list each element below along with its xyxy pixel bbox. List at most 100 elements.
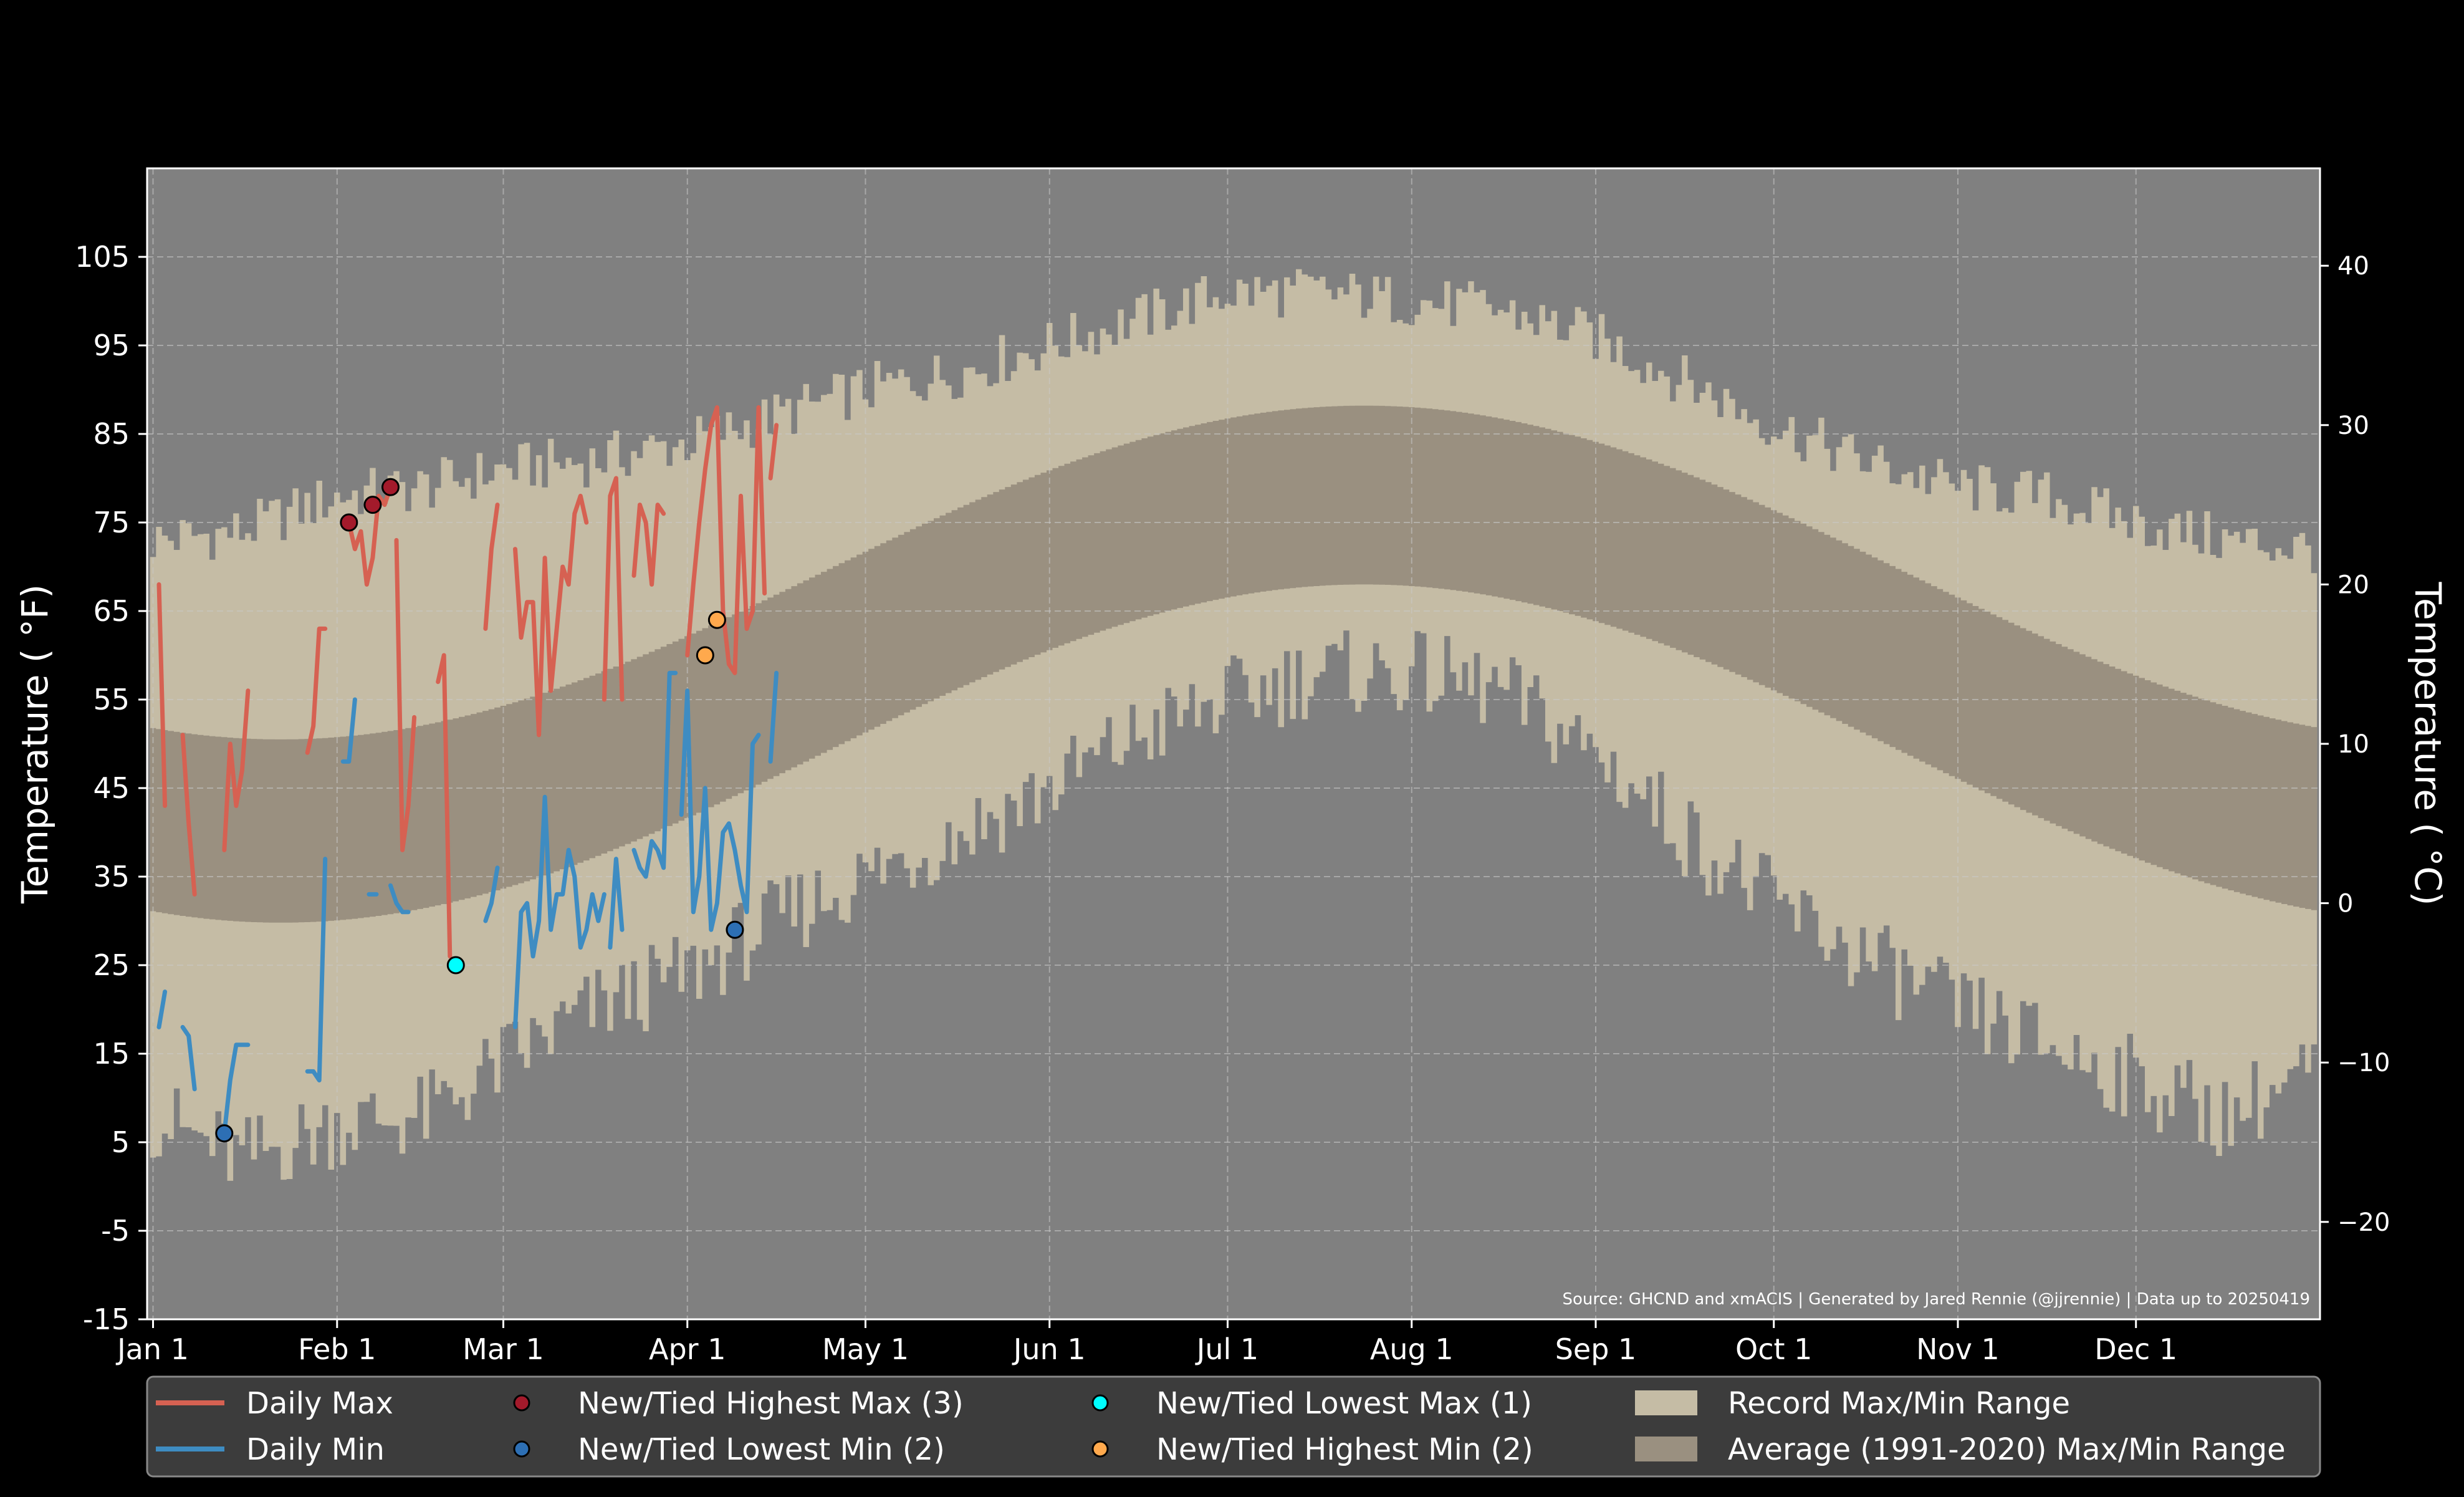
legend-swatch-dot: [513, 1394, 530, 1412]
legend-label: New/Tied Highest Min (2): [1156, 1432, 1533, 1467]
daily-max-line: [347, 484, 393, 587]
lowest-max-marker: [446, 956, 465, 975]
x-tick-label: Sep 1: [1555, 1332, 1637, 1366]
y-tick-label: 55: [93, 683, 130, 716]
y-tick-label: 95: [93, 329, 130, 362]
legend-label: Record Max/Min Range: [1728, 1386, 2070, 1421]
y-tick-label: 35: [93, 860, 130, 893]
daily-max-line: [436, 653, 453, 959]
x-tick-label: Jan 1: [115, 1332, 189, 1366]
daily-min-line: [513, 794, 606, 1029]
y-axis-label-right: Temperature ( °C): [2407, 581, 2449, 905]
legend-swatch-dot: [1091, 1394, 1109, 1412]
legend-label: New/Tied Lowest Min (2): [578, 1432, 945, 1467]
daily-min-line: [388, 883, 411, 915]
x-tick-label: Feb 1: [298, 1332, 376, 1366]
highest-max-marker: [340, 513, 358, 532]
daily-min-line: [340, 697, 357, 764]
highest-max-marker: [363, 496, 382, 514]
daily-max-line: [513, 493, 589, 738]
x-tick-label: May 1: [822, 1332, 909, 1366]
legend-item: Daily Max: [156, 1386, 393, 1421]
x-tick-label: Apr 1: [649, 1332, 726, 1366]
x-tick-label: Nov 1: [1916, 1332, 2000, 1366]
y-axis-left: -15 -5 5 15 25 35 45 55 65 75 85 95 105: [75, 240, 147, 1336]
daily-min-line: [679, 688, 761, 932]
legend-item: Average (1991-2020) Max/Min Range: [1635, 1432, 2286, 1467]
grid-lines: [147, 168, 2320, 1319]
y-right-tick-label: 20: [2337, 570, 2369, 599]
lowest-min-marker: [726, 920, 744, 939]
legend-label: New/Tied Lowest Max (1): [1156, 1386, 1532, 1421]
legend-swatch-dot: [1091, 1440, 1109, 1458]
daily-min-line: [608, 857, 625, 950]
y-tick-label: 75: [93, 506, 130, 539]
legend-item: Record Max/Min Range: [1635, 1386, 2070, 1421]
y-right-tick-label: 0: [2337, 890, 2353, 918]
y-axis-right: −20 −10 0 10 20 30 40: [2320, 252, 2390, 1237]
daily-min-line: [180, 1024, 197, 1092]
y-tick-label: 85: [93, 417, 130, 451]
legend-item: New/Tied Lowest Max (1): [1091, 1386, 1532, 1421]
daily-min-line: [156, 989, 168, 1029]
legend-swatch-box: [1635, 1437, 1697, 1461]
x-tick-label: Jun 1: [1012, 1332, 1086, 1366]
daily-max-line: [180, 733, 197, 897]
daily-min-line: [222, 1042, 251, 1136]
y-axis-label-left: Temperature ( °F): [14, 584, 56, 904]
y-right-tick-label: 30: [2337, 412, 2369, 440]
legend-box: [146, 1375, 2321, 1478]
plot-area: [147, 168, 2320, 1319]
chart-title: 2025 Temperatures For Allatoona Dam 2, G…: [655, 12, 1742, 68]
daily-max-line: [222, 688, 251, 852]
legend-label: Daily Max: [246, 1386, 393, 1421]
y-right-tick-label: −10: [2337, 1049, 2390, 1077]
daily-min-line: [305, 857, 328, 1083]
x-axis: Jan 1 Feb 1 Mar 1 Apr 1 May 1 Jun 1 Jul 1 Aug 1…: [115, 1319, 2177, 1366]
highest-max-marker: [381, 478, 400, 496]
daily-max-line: [602, 476, 625, 702]
x-tick-label: Aug 1: [1370, 1332, 1454, 1366]
x-tick-label: Oct 1: [1735, 1332, 1812, 1366]
x-tick-label: Jul 1: [1195, 1332, 1258, 1366]
y-tick-label: 15: [93, 1037, 130, 1071]
chart-subtitle: ID= USC00090181 | LAT= 34.165 | LON= -84…: [635, 125, 1831, 159]
legend-label: Daily Min: [246, 1432, 385, 1467]
y-right-tick-label: 10: [2337, 730, 2369, 759]
legend-item: New/Tied Highest Min (2): [1091, 1432, 1533, 1467]
daily-max-line: [156, 582, 168, 808]
daily-max-line: [768, 423, 779, 481]
x-tick-label: Mar 1: [463, 1332, 544, 1366]
daily-max-line: [483, 503, 500, 631]
highest-min-marker: [707, 610, 726, 629]
legend-item: New/Tied Lowest Min (2): [513, 1432, 945, 1467]
daily-max-line: [394, 537, 417, 852]
series-lines: [156, 405, 779, 1136]
highest-min-marker: [696, 646, 714, 665]
y-right-tick-label: 40: [2337, 252, 2369, 281]
y-tick-label: 105: [75, 240, 130, 274]
record-markers: [215, 478, 744, 1143]
legend-swatch-dot: [513, 1440, 530, 1458]
legend-item: New/Tied Highest Max (3): [513, 1386, 964, 1421]
daily-max-line: [685, 405, 767, 675]
y-right-tick-label: −20: [2337, 1208, 2390, 1237]
daily-max-line: [305, 626, 328, 755]
y-tick-label: -5: [101, 1214, 130, 1248]
daily-min-line: [483, 865, 500, 923]
daily-max-line: [631, 503, 666, 587]
lowest-min-marker: [215, 1124, 234, 1143]
y-tick-label: 45: [93, 771, 130, 805]
y-tick-label: 65: [93, 594, 130, 628]
legend-item: Daily Min: [156, 1432, 385, 1467]
x-tick-label: Dec 1: [2094, 1332, 2177, 1366]
legend-label: Average (1991-2020) Max/Min Range: [1728, 1432, 2286, 1467]
y-tick-label: 25: [93, 948, 130, 982]
y-tick-label: 5: [112, 1125, 130, 1159]
daily-min-line: [768, 670, 779, 764]
source-note: Source: GHCND and xmACIS | Generated by …: [1562, 1290, 2310, 1309]
legend-label: New/Tied Highest Max (3): [578, 1386, 964, 1421]
y-tick-label: -15: [83, 1302, 130, 1336]
record-range-band: [150, 269, 2318, 1181]
